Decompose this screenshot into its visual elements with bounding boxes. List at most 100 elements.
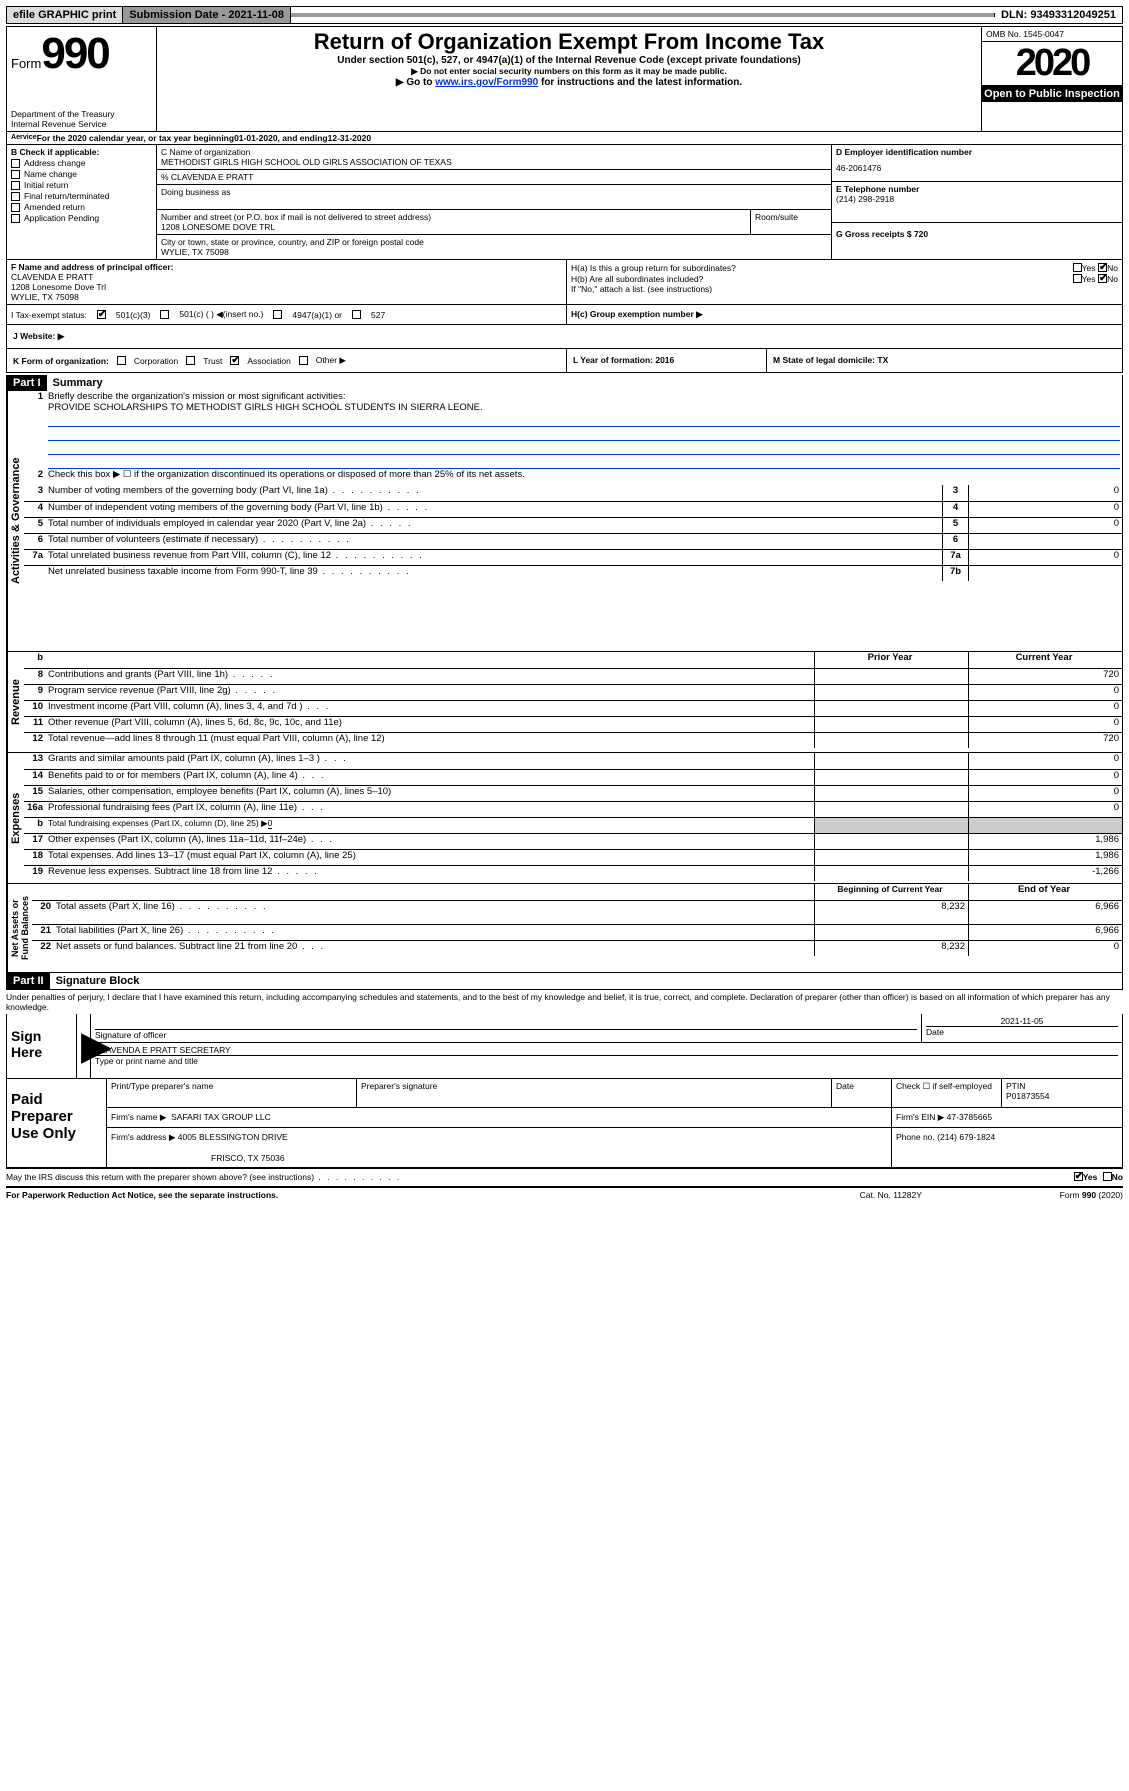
check-other[interactable]	[299, 356, 308, 365]
q2: Check this box ▶ ☐ if the organization d…	[46, 469, 1122, 485]
firm-phone: (214) 679-1824	[937, 1132, 995, 1142]
firm-addr2: FRISCO, TX 75036	[211, 1153, 285, 1163]
state-domicile: M State of legal domicile: TX	[767, 349, 1122, 372]
check-assoc[interactable]	[230, 356, 239, 365]
firm-name-label: Firm's name ▶	[111, 1112, 166, 1122]
open-inspection: Open to Public Inspection	[982, 86, 1122, 102]
r16a: Professional fundraising fees (Part IX, …	[46, 802, 814, 817]
r10: Investment income (Part VIII, column (A)…	[46, 701, 814, 716]
check-application-pending[interactable]	[11, 214, 20, 223]
r21: Total liabilities (Part X, line 26)	[54, 925, 814, 940]
v8c: 720	[968, 669, 1122, 684]
form-header: Form990 Department of the Treasury Inter…	[6, 26, 1123, 373]
v3: 0	[968, 485, 1122, 501]
r11: Other revenue (Part VIII, column (A), li…	[46, 717, 814, 732]
section-b-label: B Check if applicable:	[11, 147, 152, 157]
part-ii-tag: Part II	[7, 973, 50, 989]
page-title: Return of Organization Exempt From Incom…	[161, 29, 977, 55]
check-corp[interactable]	[117, 356, 126, 365]
v11c: 0	[968, 717, 1122, 732]
v7b	[968, 566, 1122, 581]
v22p: 8,232	[814, 941, 968, 956]
r18: Total expenses. Add lines 13–17 (must eq…	[46, 850, 814, 865]
irs-link[interactable]: www.irs.gov/Form990	[435, 77, 538, 88]
sig-officer-label: Signature of officer	[95, 1030, 917, 1040]
ha-label: H(a) Is this a group return for subordin…	[571, 263, 1073, 273]
r22: Net assets or fund balances. Subtract li…	[54, 941, 814, 956]
end-year-hdr: End of Year	[968, 884, 1122, 900]
q3: Number of voting members of the governin…	[46, 485, 942, 501]
tax-year: 2020	[1016, 42, 1089, 84]
r12: Total revenue—add lines 8 through 11 (mu…	[46, 733, 814, 748]
v7a: 0	[968, 550, 1122, 565]
v13c: 0	[968, 753, 1122, 769]
omb: OMB No. 1545-0047	[982, 27, 1122, 42]
check-name-change[interactable]	[11, 170, 20, 179]
check-initial-return[interactable]	[11, 181, 20, 190]
v16ac: 0	[968, 802, 1122, 817]
v4: 0	[968, 502, 1122, 517]
hb-yes[interactable]	[1073, 274, 1082, 283]
hb-no[interactable]	[1098, 274, 1107, 283]
hb-label: H(b) Are all subordinates included?	[571, 274, 1073, 284]
firm-phone-label: Phone no.	[896, 1132, 935, 1142]
officer-addr: 1208 Lonesome Dove Trl	[11, 282, 562, 292]
v10c: 0	[968, 701, 1122, 716]
submission-date[interactable]: Submission Date - 2021-11-08	[123, 7, 291, 23]
side-activities: Activities & Governance	[7, 391, 24, 651]
discuss-no[interactable]	[1103, 1172, 1112, 1181]
q1-value: PROVIDE SCHOLARSHIPS TO METHODIST GIRLS …	[48, 402, 483, 413]
side-net-assets: Net Assets or Fund Balances	[7, 884, 32, 972]
subtitle-3: ▶ Go to www.irs.gov/Form990 for instruct…	[161, 77, 977, 88]
officer-label: F Name and address of principal officer:	[11, 262, 562, 272]
form-990: 990	[41, 29, 108, 78]
dept-treasury: Department of the Treasury Internal Reve…	[11, 109, 152, 129]
dba-label: Doing business as	[161, 187, 827, 197]
prep-sig-label: Preparer's signature	[357, 1079, 832, 1107]
dln: DLN: 93493312049251	[995, 7, 1122, 23]
care-of: % CLAVENDA E PRATT	[157, 170, 831, 185]
street-addr: 1208 LONESOME DOVE TRL	[161, 222, 746, 232]
check-501c[interactable]	[160, 310, 169, 319]
prior-year-hdr: Prior Year	[814, 652, 968, 668]
hb-note: If "No," attach a list. (see instruction…	[571, 284, 1118, 294]
prep-name-label: Print/Type preparer's name	[111, 1081, 352, 1091]
check-527[interactable]	[352, 310, 361, 319]
org-name: METHODIST GIRLS HIGH SCHOOL OLD GIRLS AS…	[161, 157, 827, 167]
ein-value: 46-2061476	[836, 163, 1118, 173]
check-501c3[interactable]	[97, 310, 106, 319]
phone-value: (214) 298-2918	[836, 194, 1118, 204]
side-expenses: Expenses	[7, 753, 24, 883]
v12c: 720	[968, 733, 1122, 748]
officer-name-title: CLAVENDA E PRATT SECRETARY	[95, 1045, 1118, 1056]
r9: Program service revenue (Part VIII, line…	[46, 685, 814, 700]
addr-label: Number and street (or P.O. box if mail i…	[161, 212, 746, 222]
year-formation: L Year of formation: 2016	[567, 349, 767, 372]
r15: Salaries, other compensation, employee b…	[46, 786, 814, 801]
check-amended[interactable]	[11, 203, 20, 212]
part-i-title: Summary	[47, 377, 103, 389]
discuss-yes[interactable]	[1074, 1172, 1083, 1181]
check-address-change[interactable]	[11, 159, 20, 168]
v21p	[814, 925, 968, 940]
check-final-return[interactable]	[11, 192, 20, 201]
ha-no[interactable]	[1098, 263, 1107, 272]
efile-btn[interactable]: efile GRAPHIC print	[7, 7, 123, 23]
v18c: 1,986	[968, 850, 1122, 865]
r16b: Total fundraising expenses (Part IX, col…	[48, 818, 268, 828]
ha-yes[interactable]	[1073, 263, 1082, 272]
r13: Grants and similar amounts paid (Part IX…	[46, 753, 814, 769]
part-i-tag: Part I	[7, 375, 47, 391]
check-4947[interactable]	[273, 310, 282, 319]
v20p: 8,232	[814, 901, 968, 924]
check-trust[interactable]	[186, 356, 195, 365]
v19c: -1,266	[968, 866, 1122, 881]
part-i: Part I Summary Activities & Governance 1…	[6, 375, 1123, 990]
check-se[interactable]: Check ☐ if self-employed	[892, 1079, 1002, 1107]
r20: Total assets (Part X, line 16)	[54, 901, 814, 924]
v5: 0	[968, 518, 1122, 533]
current-year-hdr: Current Year	[968, 652, 1122, 668]
v9c: 0	[968, 685, 1122, 700]
org-name-label: C Name of organization	[161, 147, 827, 157]
v22c: 0	[968, 941, 1122, 956]
